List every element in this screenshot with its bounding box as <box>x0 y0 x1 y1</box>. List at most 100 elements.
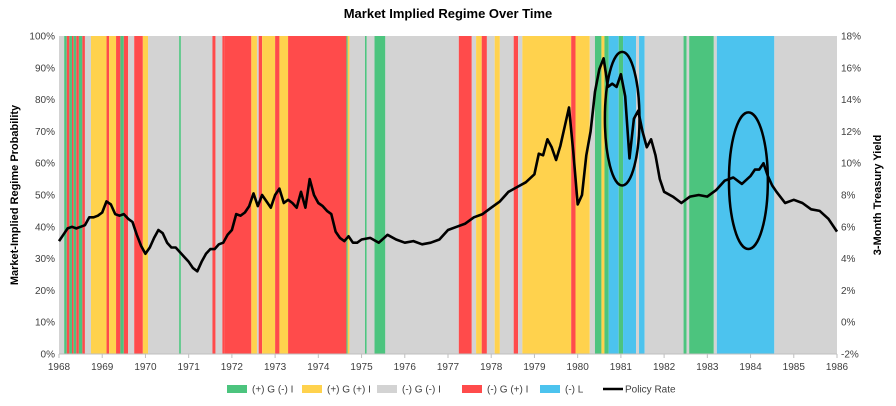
y-tick-label: 40% <box>35 222 55 233</box>
regime-band-g_pos_i_pos <box>476 36 482 354</box>
y-tick-label: 10% <box>35 318 55 329</box>
regime-band-g_pos_i_pos <box>90 36 107 354</box>
y-tick-label: 50% <box>35 191 55 202</box>
y2-tick-label: 14% <box>841 95 861 106</box>
regime-band-g_pos_i_neg <box>604 36 609 354</box>
y-tick-label: 20% <box>35 286 55 297</box>
regime-band-g_pos_i_pos <box>262 36 276 354</box>
regime-band-g_neg_i_neg <box>486 36 495 354</box>
x-tick-label: 1979 <box>523 362 546 373</box>
x-tick-label: 1981 <box>610 362 633 373</box>
regime-band-g_neg_i_pos <box>258 36 263 354</box>
y-tick-label: 30% <box>35 254 55 265</box>
regime-band-g_neg_i_neg <box>774 36 837 354</box>
regime-band-g_neg_i_pos <box>106 36 110 354</box>
x-tick-label: 1968 <box>48 362 71 373</box>
regime-band-g_pos_i_pos <box>522 36 572 354</box>
y-tick-label: 100% <box>29 32 55 43</box>
x-tick-label: 1984 <box>739 362 762 373</box>
y-tick-label: 70% <box>35 127 55 138</box>
regime-band-g_neg_i_neg <box>349 36 366 354</box>
regime-band-g_neg_i_neg <box>644 36 684 354</box>
regime-band-g_neg_i_pos <box>76 36 79 354</box>
y2-tick-label: 0% <box>841 318 856 329</box>
policy-rate-line <box>57 57 839 273</box>
regime-band-g_pos_i_pos <box>601 36 605 354</box>
axes: 1968 1969 1970 1971 1972 1973 1974 1975 1976 1977… <box>29 32 861 374</box>
regime-band-g_neg_i_pos <box>82 36 85 354</box>
highlight-ellipse-2 <box>727 111 770 251</box>
regime-band-g_pos_i_neg <box>618 36 624 354</box>
regime-band-g_neg_i_pos <box>275 36 280 354</box>
y2-tick-label: 2% <box>841 286 856 297</box>
y2-tick-label: 12% <box>841 127 861 138</box>
x-tick-label: 1971 <box>178 362 201 373</box>
regime-bands <box>59 36 837 354</box>
legend-label: (-) L <box>565 385 584 396</box>
regime-band-g_neg_i_pos <box>458 36 472 354</box>
regime-band-l_neg <box>608 36 619 354</box>
x-tick-label: 1969 <box>91 362 114 373</box>
legend-swatch <box>302 385 322 393</box>
x-tick-label: 1985 <box>783 362 806 373</box>
legend-label: Policy Rate <box>625 385 676 396</box>
regime-band-g_neg_i_pos <box>66 36 70 354</box>
legend-label: (+) G (-) I <box>252 385 293 396</box>
regime-band-g_neg_i_neg <box>636 36 640 354</box>
x-tick-label: 1983 <box>696 362 719 373</box>
regime-band-g_pos_i_pos <box>142 36 149 354</box>
regime-band-g_neg_i_pos <box>212 36 216 354</box>
x-tick-label: 1974 <box>307 362 330 373</box>
regime-band-g_neg_i_pos <box>513 36 519 354</box>
legend-swatch <box>377 385 397 393</box>
regime-band-g_neg_i_pos <box>224 36 252 354</box>
regime-band-g_neg_i_neg <box>366 36 375 354</box>
regime-band-g_pos_i_pos <box>347 36 350 354</box>
regime-band-g_pos_i_pos <box>109 36 117 354</box>
chart-title: Market Implied Regime Over Time <box>344 6 553 21</box>
regime-band-g_neg_i_neg <box>471 36 477 354</box>
regime-band-g_pos_i_neg <box>594 36 602 354</box>
legend-swatch <box>540 385 560 393</box>
regime-band-g_pos_i_neg <box>69 36 72 354</box>
y2-tick-label: 16% <box>841 63 861 74</box>
regime-band-g_pos_i_neg <box>346 36 348 354</box>
regime-band-g_neg_i_pos <box>71 36 74 354</box>
regime-band-g_pos_i_pos <box>279 36 289 354</box>
policy-rate-line-group <box>57 57 839 273</box>
regime-band-l_neg <box>639 36 645 354</box>
x-tick-label: 1982 <box>653 362 676 373</box>
regime-band-g_neg_i_pos <box>288 36 347 354</box>
x-tick-label: 1978 <box>480 362 503 373</box>
regime-band-g_pos_i_neg <box>365 36 367 354</box>
y2-tick-label: 4% <box>841 254 856 265</box>
regime-band-g_pos_i_neg <box>78 36 83 354</box>
regime-band-g_neg_i_neg <box>59 36 65 354</box>
y2-tick-label: 10% <box>841 159 861 170</box>
y-tick-label: 0% <box>41 350 56 361</box>
x-tick-label: 1986 <box>826 362 849 373</box>
x-tick-label: 1970 <box>134 362 157 373</box>
legend-swatch <box>227 385 247 393</box>
y2-tick-label: 6% <box>841 222 856 233</box>
y2-tick-label: -2% <box>841 350 859 361</box>
y-tick-label: 80% <box>35 95 55 106</box>
regime-band-g_neg_i_pos <box>123 36 129 354</box>
regime-band-g_pos_i_neg <box>64 36 67 354</box>
x-tick-label: 1980 <box>567 362 590 373</box>
regime-band-g_neg_i_neg <box>518 36 523 354</box>
x-tick-label: 1972 <box>221 362 244 373</box>
regime-band-l_neg <box>716 36 775 354</box>
regime-band-g_neg_i_neg <box>713 36 717 354</box>
regime-band-g_pos_i_neg <box>73 36 77 354</box>
legend: (+) G (-) I (+) G (+) I (-) G (-) I (-) G (… <box>227 385 676 396</box>
regime-band-g_pos_i_neg <box>683 36 687 354</box>
regime-band-g_neg_i_neg <box>148 36 180 354</box>
legend-label: (+) G (+) I <box>327 385 371 396</box>
x-tick-label: 1973 <box>264 362 287 373</box>
x-tick-label: 1977 <box>437 362 460 373</box>
y-axis-title: Market-Implied Regime Probability <box>9 104 21 285</box>
regime-band-g_neg_i_pos <box>571 36 576 354</box>
regime-band-g_neg_i_neg <box>686 36 690 354</box>
